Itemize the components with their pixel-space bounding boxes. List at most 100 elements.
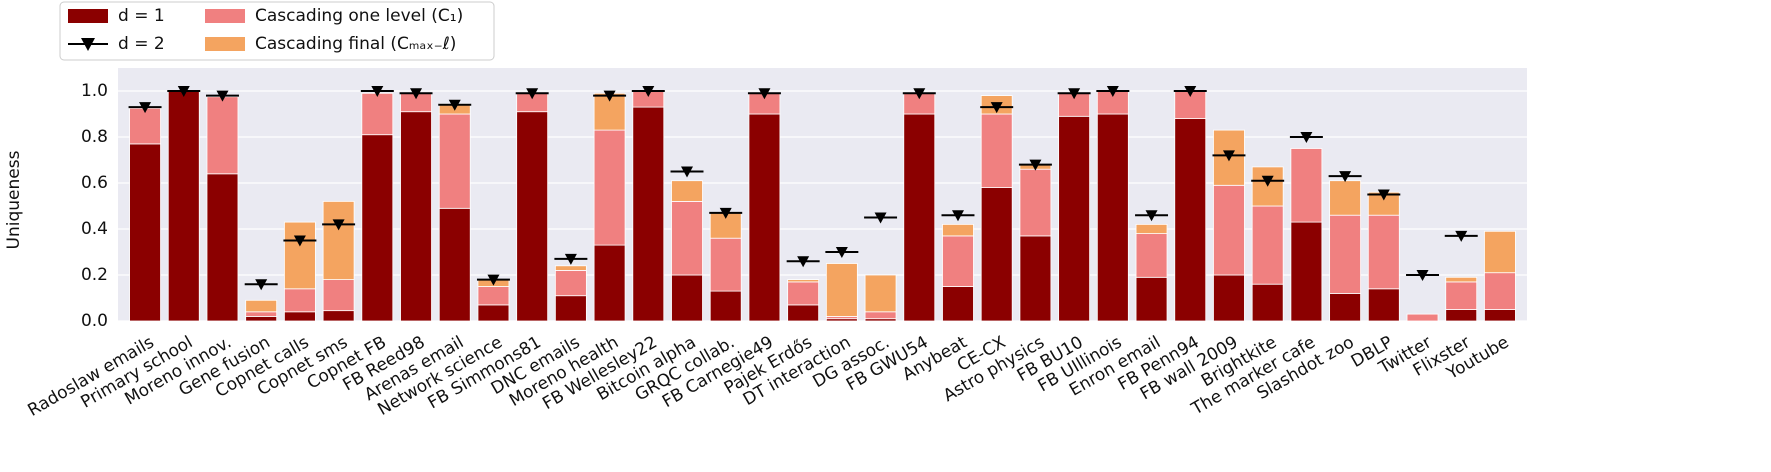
bar-segment — [671, 274, 703, 322]
bar-segment — [1484, 272, 1516, 310]
marker — [167, 86, 201, 97]
bar-segment — [206, 96, 239, 175]
marker — [322, 219, 356, 231]
bar-segment — [477, 286, 510, 306]
marker-triangle — [139, 102, 152, 114]
bar-segment — [632, 106, 665, 322]
legend-label: d = 2 — [118, 34, 165, 54]
bar-segment — [516, 111, 549, 322]
marker — [205, 90, 239, 102]
marker-triangle — [1029, 159, 1042, 171]
marker — [515, 88, 549, 100]
bar-segment — [1329, 214, 1361, 294]
marker — [1367, 189, 1401, 201]
marker — [786, 256, 820, 268]
marker — [825, 247, 859, 258]
bar-segment — [1484, 230, 1516, 274]
bar-segment — [1135, 276, 1168, 322]
marker — [360, 86, 394, 97]
marker-triangle — [410, 88, 423, 100]
bar-segment — [1445, 309, 1478, 322]
marker-triangle — [951, 210, 964, 222]
marker-triangle — [526, 88, 539, 100]
legend-label: Cascading one level (C₁) — [255, 6, 463, 26]
bar-segment — [438, 207, 471, 322]
bar-segment — [1135, 233, 1168, 278]
marker-triangle — [642, 86, 655, 97]
bar-segment — [593, 244, 626, 322]
bar-segment — [980, 187, 1013, 322]
marker-triangle — [874, 212, 887, 224]
marker — [1444, 230, 1478, 242]
marker — [244, 279, 278, 291]
bar-segment — [206, 173, 239, 322]
marker — [1135, 210, 1169, 222]
bar-segment — [322, 279, 355, 312]
legend-marker — [81, 38, 95, 51]
bar-segment — [400, 111, 432, 322]
marker — [554, 253, 588, 265]
bar-segment — [980, 113, 1013, 188]
bar-segment — [167, 90, 200, 322]
bar-segment — [1058, 115, 1091, 322]
legend-swatch — [205, 37, 245, 51]
marker-triangle — [1145, 210, 1158, 222]
legend-swatch — [205, 9, 245, 23]
marker-triangle — [681, 166, 694, 178]
marker-triangle — [913, 88, 926, 100]
bar-segment — [554, 265, 587, 271]
y-tick-label: 0.4 — [81, 219, 108, 239]
bar-segment — [1019, 235, 1052, 322]
bar-segment — [245, 299, 278, 313]
bar-segment — [709, 237, 742, 292]
y-tick-label: 0.6 — [81, 173, 108, 193]
marker — [1212, 150, 1246, 162]
marker-triangle — [797, 256, 810, 268]
bar-segment — [361, 134, 394, 322]
marker — [1096, 86, 1130, 97]
legend-label: d = 1 — [118, 6, 165, 26]
bar-segment — [477, 304, 510, 322]
legend-label: Cascading final (Cₘₐₓ₋ℓ) — [255, 34, 456, 54]
marker — [128, 102, 162, 114]
marker — [1406, 270, 1440, 281]
bar-segment — [438, 113, 471, 209]
bar-segment — [1290, 221, 1323, 322]
marker — [1289, 132, 1323, 143]
marker — [631, 86, 665, 97]
marker — [1173, 86, 1207, 97]
marker — [1057, 88, 1091, 100]
bar-segment — [1484, 309, 1516, 322]
bar-segment — [284, 221, 316, 290]
bar-segment — [1290, 148, 1323, 223]
marker-triangle — [293, 235, 306, 247]
marker — [593, 90, 627, 102]
marker-triangle — [332, 219, 345, 231]
marker-triangle — [758, 88, 771, 100]
marker — [1251, 175, 1285, 187]
marker-triangle — [1300, 132, 1313, 143]
marker — [1328, 171, 1362, 183]
marker-triangle — [603, 90, 616, 102]
marker-triangle — [990, 102, 1003, 114]
marker-triangle — [835, 247, 848, 258]
marker-triangle — [564, 253, 577, 265]
bar-segment — [942, 235, 974, 287]
bar-segment — [1445, 281, 1478, 310]
bar-segment — [748, 113, 781, 322]
bar-segment — [1329, 292, 1361, 322]
bar-segment — [1135, 223, 1168, 234]
marker-triangle — [1222, 150, 1235, 162]
bar-segment — [593, 129, 626, 246]
bar-segment — [284, 288, 316, 313]
marker — [709, 207, 743, 219]
marker-triangle — [1416, 270, 1429, 281]
marker-triangle — [177, 86, 190, 97]
marker-triangle — [1455, 230, 1468, 242]
bar-segment — [322, 200, 355, 280]
marker-triangle — [448, 99, 461, 111]
bar-segment — [903, 113, 936, 322]
bar-segment — [129, 143, 161, 322]
marker-triangle — [1106, 86, 1119, 97]
marker — [1018, 159, 1052, 171]
